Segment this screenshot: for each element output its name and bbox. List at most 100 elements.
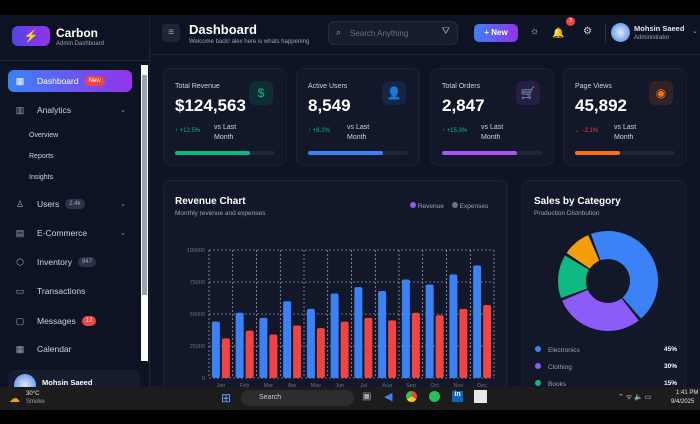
x-tick-label: Jan: [216, 383, 225, 387]
bar-expenses-may: [316, 328, 325, 378]
kpi-value: $124,563: [175, 96, 246, 115]
kpi-compare: vs Last Month: [347, 124, 370, 141]
chrome-icon[interactable]: [406, 391, 417, 402]
bar-revenue-may: [306, 308, 315, 378]
revenue-chart-card: Revenue Chart Monthly revenue and expens…: [163, 180, 508, 387]
bar-expenses-feb: [245, 330, 254, 378]
notification-badge: 3: [566, 17, 575, 26]
sidebar-item-messages[interactable]: ▢ Messages 12: [8, 310, 132, 332]
x-tick-label: Sep: [406, 383, 416, 387]
donut-slice-other[interactable]: [566, 235, 600, 269]
sidebar-item-dashboard[interactable]: ▦ Dashboard New: [8, 70, 132, 92]
x-tick-label: Mar: [264, 383, 274, 387]
chevron-down-icon[interactable]: ⌄: [120, 230, 126, 237]
sidebar-subitem-reports[interactable]: Reports: [29, 153, 54, 160]
kpi-delta: ← -2.1%: [575, 128, 599, 134]
clock-time[interactable]: 1:41 PM: [676, 390, 699, 396]
weather-desc: Smoke: [26, 399, 45, 405]
kpi-title: Active Users: [308, 83, 348, 90]
user-avatar[interactable]: [611, 23, 630, 42]
kpi-progress-bar: [442, 151, 542, 155]
kpi-title: Total Revenue: [175, 83, 220, 90]
y-tick-label: 0: [202, 376, 205, 382]
sidebar-user-name: Mohsin Saeed: [42, 378, 93, 387]
kpi-progress-bar: [575, 151, 675, 155]
x-tick-label: Apr: [288, 383, 297, 387]
donut-slice-clothing[interactable]: [562, 289, 639, 331]
cart-icon: 🛒: [516, 81, 540, 105]
sidebar-subitem-overview[interactable]: Overview: [29, 132, 59, 139]
bar-revenue-aug: [378, 290, 387, 378]
sidebar-item-label: E-Commerce: [37, 228, 88, 238]
sidebar-item-label: Transactions: [37, 286, 86, 296]
sidebar-item-transactions[interactable]: ▭ Transactions: [8, 280, 132, 302]
weather-temp[interactable]: 30°C: [26, 391, 40, 397]
app-icon[interactable]: [474, 390, 487, 403]
bar-expenses-nov: [459, 308, 468, 378]
legend-revenue[interactable]: Revenue: [410, 202, 444, 210]
kpi-delta-value: +15.3%: [446, 128, 468, 134]
x-tick-label: Aug: [382, 383, 392, 387]
bar-revenue-apr: [283, 301, 292, 378]
sales-category-card: Sales by Category Production Distributio…: [522, 180, 686, 387]
linkedin-icon[interactable]: in: [452, 391, 463, 402]
kpi-delta: ↑ +15.3%: [442, 128, 468, 134]
sidebar-user-card[interactable]: Mohsin Saeed: [8, 370, 140, 387]
sidebar-item-analytics[interactable]: ▥ Analytics ⌄: [8, 99, 132, 121]
kpi-value: 2,847: [442, 96, 485, 115]
legend-label: Electronics: [548, 347, 580, 354]
sidebar-item-label: Users: [37, 199, 60, 209]
legend-revenue-label: Revenue: [417, 203, 444, 210]
bar-revenue-jun: [330, 293, 339, 378]
whatsapp-icon[interactable]: [429, 391, 440, 402]
kpi-progress-bar: [308, 151, 408, 155]
legend-expenses[interactable]: Expenses: [451, 202, 488, 210]
x-tick-label: Dec: [477, 383, 487, 387]
legend-item-books: Books 15%: [535, 380, 677, 387]
bar-revenue-mar: [259, 317, 268, 378]
x-tick-label: May: [311, 383, 322, 387]
kpi-card-total-revenue: Total Revenue $124,563 $ ↑ +12.5% vs Las…: [163, 68, 287, 166]
gear-icon[interactable]: ⚙: [583, 26, 592, 37]
user-icon: ♙: [15, 198, 25, 209]
sidebar-item-inventory[interactable]: ⬡ Inventory 847: [8, 251, 132, 273]
taskbar-search-label: Search: [259, 394, 282, 401]
y-tick-label: 75000: [190, 280, 205, 286]
chevron-down-icon[interactable]: ⌄: [120, 201, 126, 208]
sidebar-item-ecommerce[interactable]: ▤ E-Commerce ⌄: [8, 222, 132, 244]
search-icon: ⌕: [336, 27, 342, 37]
chevron-down-icon[interactable]: ⌄: [120, 107, 126, 114]
system-tray-icons[interactable]: ⌃ ᯤ 🔈 ▭: [618, 394, 652, 401]
vscode-icon[interactable]: ◀: [384, 391, 393, 403]
pie-subtitle: Production Distribution: [534, 210, 600, 217]
filter-icon[interactable]: ⛛: [441, 26, 450, 37]
taskbar-search[interactable]: Search: [241, 390, 354, 406]
windows-start-icon[interactable]: ⊞: [221, 391, 232, 405]
menu-toggle-icon[interactable]: ≡: [162, 24, 180, 42]
bell-icon[interactable]: 🔔: [552, 28, 565, 39]
sidebar-item-calendar[interactable]: ▦ Calendar: [8, 338, 132, 360]
bar-expenses-apr: [293, 325, 302, 378]
theme-sun-icon[interactable]: ☼: [530, 26, 540, 37]
chevron-down-icon[interactable]: ⌄: [692, 28, 698, 35]
eye-icon: ◉: [649, 81, 673, 105]
search-box[interactable]: ⌕ Search Anything ⛛: [328, 21, 458, 45]
legend-item-clothing: Clothing 30%: [535, 363, 677, 371]
sidebar-subitem-insights[interactable]: Insights: [29, 174, 54, 181]
header-divider: [605, 23, 606, 43]
user-icon: 👤: [382, 81, 406, 105]
sidebar-item-users[interactable]: ♙ Users 2.4k ⌄: [8, 193, 132, 215]
sidebar-scrollbar[interactable]: [141, 65, 148, 361]
new-button[interactable]: + New: [474, 24, 518, 42]
donut-slice-books[interactable]: [558, 255, 590, 299]
y-tick-label: 25000: [190, 344, 205, 350]
task-view-icon[interactable]: ▣: [362, 391, 372, 402]
donut-slice-electronics[interactable]: [590, 231, 658, 319]
bar-expenses-jan: [221, 338, 230, 378]
credit-card-icon: ▭: [15, 285, 25, 296]
user-role: Administrator: [634, 35, 670, 41]
search-input[interactable]: Search Anything: [350, 29, 409, 38]
x-tick-label: Nov: [453, 383, 463, 387]
box-icon: ⬡: [16, 256, 24, 267]
bar-chart-icon: ▥: [15, 104, 25, 115]
